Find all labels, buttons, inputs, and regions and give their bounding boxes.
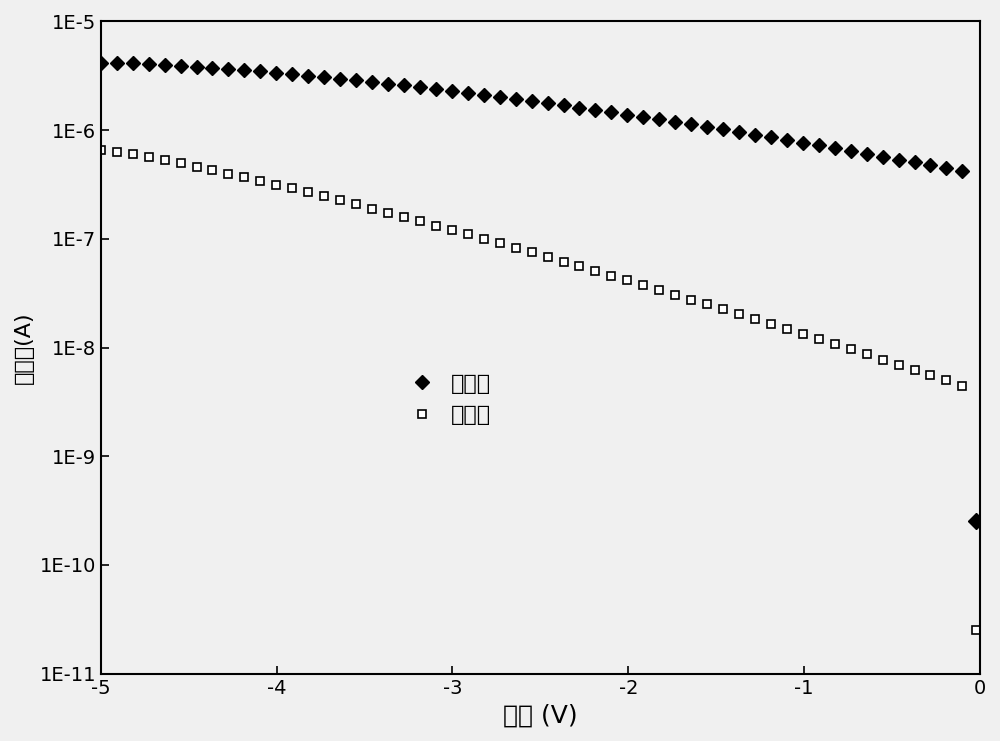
钒化后	[95, 145, 107, 154]
Legend: 钒化前, 钒化后: 钒化前, 钒化后	[402, 365, 500, 434]
钒化后	[254, 176, 266, 185]
钒化前	[191, 62, 203, 71]
钒化后	[861, 350, 873, 359]
钒化前	[861, 150, 873, 159]
X-axis label: 电压 (V): 电压 (V)	[503, 703, 578, 727]
钒化前	[940, 164, 952, 173]
钒化前	[956, 167, 968, 176]
钒化后	[414, 217, 426, 226]
钒化前	[95, 59, 107, 67]
Line: 钒化前: 钒化前	[96, 58, 967, 176]
钒化后	[302, 188, 314, 197]
钒化后	[191, 162, 203, 171]
钒化前	[302, 71, 314, 80]
钒化后	[956, 381, 968, 390]
钒化前	[414, 83, 426, 92]
Line: 钒化后: 钒化后	[97, 145, 967, 390]
Y-axis label: 暗电流(A): 暗电流(A)	[14, 311, 34, 384]
钒化前	[254, 67, 266, 76]
钒化后	[940, 376, 952, 385]
